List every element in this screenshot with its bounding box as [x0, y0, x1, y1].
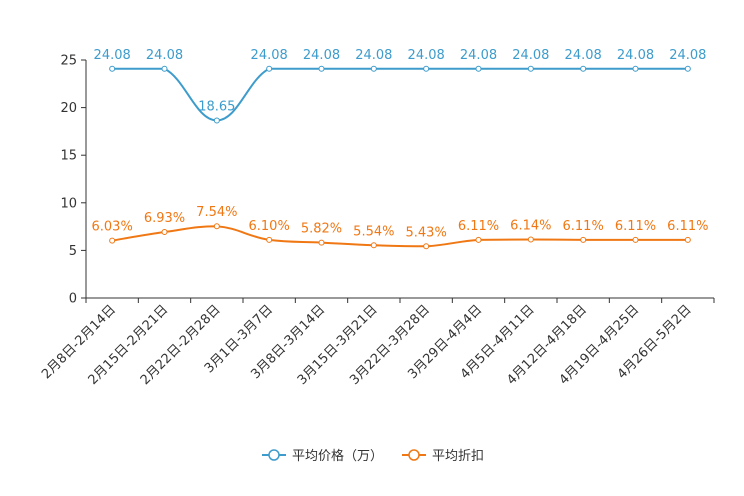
- data-point[interactable]: [580, 65, 587, 72]
- data-label: 24.08: [146, 48, 183, 63]
- legend-label: 平均折扣: [432, 449, 484, 464]
- data-point[interactable]: [632, 236, 639, 243]
- data-point[interactable]: [423, 65, 430, 72]
- data-label: 24.08: [460, 48, 497, 63]
- data-labels: 24.08 24.08 18.65 24.08 24.08 24.08 24.08 24.08…: [92, 48, 709, 241]
- legend-label: 平均价格（万）: [292, 448, 383, 464]
- data-label: 18.65: [198, 99, 235, 114]
- data-point[interactable]: [370, 242, 377, 249]
- y-tick-label: 15: [60, 149, 77, 164]
- chart-axes: [85, 60, 714, 299]
- data-label: 5.54%: [353, 224, 394, 239]
- data-point[interactable]: [266, 65, 273, 72]
- data-point[interactable]: [632, 65, 639, 72]
- legend-marker: [268, 449, 280, 461]
- data-point[interactable]: [423, 243, 430, 250]
- data-label: 7.54%: [196, 205, 237, 220]
- data-label: 6.11%: [563, 219, 604, 234]
- data-label: 24.08: [408, 48, 445, 63]
- data-point[interactable]: [684, 236, 691, 243]
- data-point[interactable]: [527, 65, 534, 72]
- legend-marker: [408, 449, 420, 461]
- data-label: 6.10%: [249, 219, 290, 234]
- data-label: 24.08: [617, 48, 654, 63]
- y-tick-label: 10: [60, 196, 77, 211]
- series-line-1: [112, 225, 688, 248]
- data-label: 6.03%: [92, 220, 133, 235]
- data-point[interactable]: [109, 65, 116, 72]
- data-point[interactable]: [475, 236, 482, 243]
- data-label: 24.08: [512, 48, 549, 63]
- data-label: 24.08: [565, 48, 602, 63]
- data-point[interactable]: [161, 229, 168, 236]
- data-point[interactable]: [684, 65, 691, 72]
- series-group: [109, 65, 691, 250]
- y-tick-label: 5: [69, 244, 77, 259]
- data-point[interactable]: [161, 65, 168, 72]
- data-point[interactable]: [318, 65, 325, 72]
- data-label: 5.43%: [406, 225, 447, 240]
- data-point[interactable]: [475, 65, 482, 72]
- y-tick-label: 20: [60, 101, 77, 116]
- y-tick-label: 0: [69, 292, 77, 307]
- data-label: 6.11%: [458, 219, 499, 234]
- data-point[interactable]: [266, 236, 273, 243]
- data-point[interactable]: [580, 236, 587, 243]
- legend-item-0[interactable]: 平均价格（万）: [262, 448, 383, 464]
- legend-item-1[interactable]: 平均折扣: [402, 449, 484, 464]
- data-label: 5.82%: [301, 222, 342, 237]
- data-label: 6.14%: [510, 219, 551, 234]
- data-label: 6.93%: [144, 211, 185, 226]
- data-label: 24.08: [669, 48, 706, 63]
- data-point[interactable]: [318, 239, 325, 246]
- data-point[interactable]: [109, 237, 116, 244]
- data-label: 6.11%: [667, 219, 708, 234]
- data-label: 24.08: [94, 48, 131, 63]
- data-label: 6.11%: [615, 219, 656, 234]
- data-point[interactable]: [213, 117, 220, 124]
- data-label: 24.08: [303, 48, 340, 63]
- x-axis-ticks: 2月8日-2月14日2月15日-2月21日2月22日-2月28日3月1日-3月7…: [39, 298, 715, 388]
- y-tick-label: 25: [60, 54, 77, 69]
- y-axis-ticks: 0 5 10 15 20 25: [60, 54, 86, 307]
- data-label: 24.08: [355, 48, 392, 63]
- data-point[interactable]: [213, 223, 220, 230]
- data-point[interactable]: [527, 236, 534, 243]
- data-label: 24.08: [251, 48, 288, 63]
- data-point[interactable]: [370, 65, 377, 72]
- legend[interactable]: 平均价格（万） 平均折扣: [262, 448, 484, 464]
